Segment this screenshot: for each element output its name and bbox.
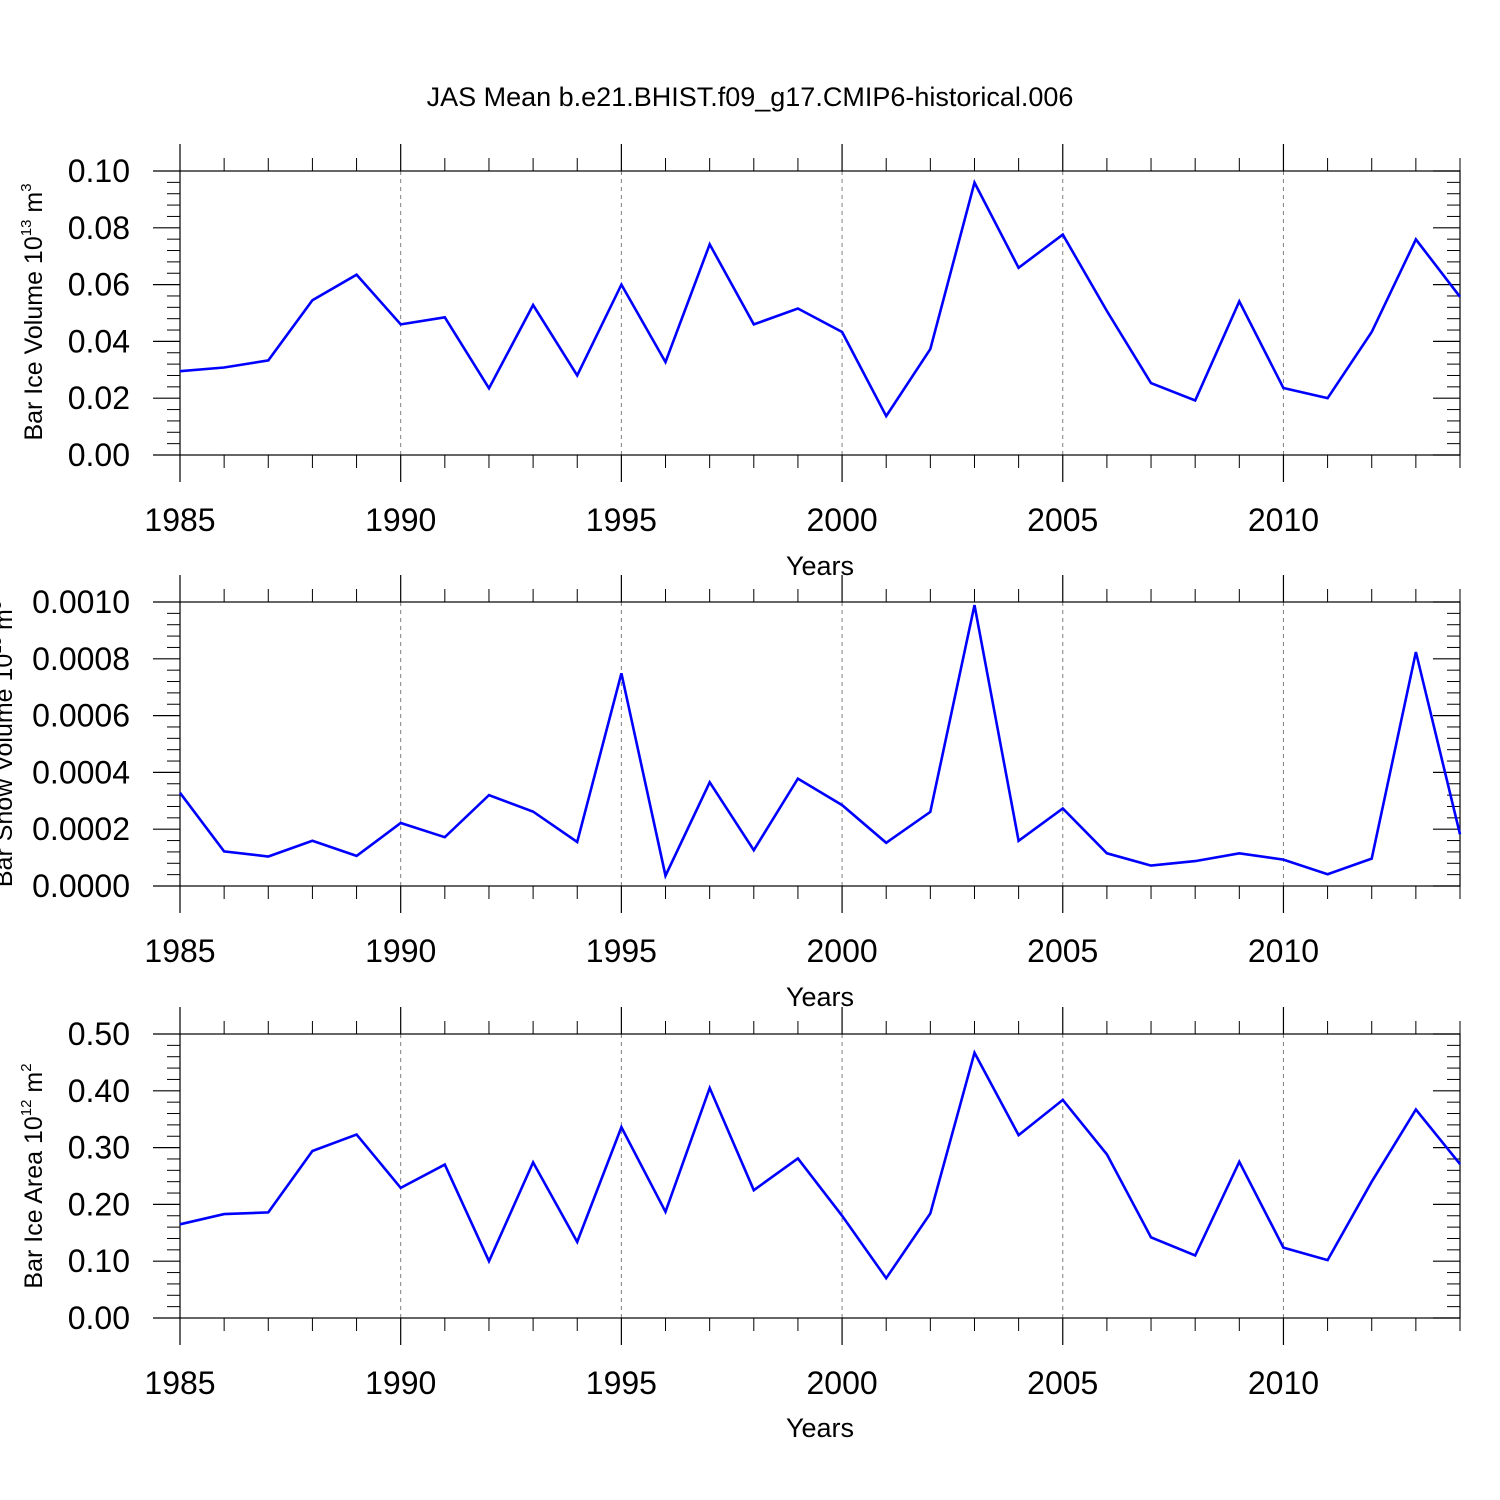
x-tick-label: 1985 <box>144 1365 215 1401</box>
x-axis-label: Years <box>786 551 854 581</box>
y-tick-label: 0.0002 <box>32 811 130 847</box>
y-tick-label: 0.0010 <box>32 584 130 620</box>
x-tick-label: 2005 <box>1027 933 1098 969</box>
x-tick-label: 1990 <box>365 1365 436 1401</box>
ylabel-unit-exponent: 2 <box>18 1063 35 1071</box>
x-tick-label: 2000 <box>806 933 877 969</box>
plot-frame <box>179 601 1461 887</box>
ylabel-unit: m <box>20 1072 48 1093</box>
series-line <box>179 1049 1462 1281</box>
y-tick-label: 0.50 <box>68 1016 130 1052</box>
y-axis-label: Bar Ice Volume 1013 m3 <box>18 183 48 440</box>
ylabel-unit-exponent: 3 <box>18 183 35 191</box>
plot-frame <box>179 1033 1461 1319</box>
y-tick-label: 0.10 <box>68 1243 130 1279</box>
y-axis-label: Bar Snow Volume 1013 m3 <box>0 601 18 887</box>
x-tick-label: 1995 <box>586 933 657 969</box>
ylabel-unit: m <box>0 609 18 630</box>
y-axis-label: Bar Ice Area 1012 m2 <box>18 1063 48 1288</box>
x-tick-label: 2000 <box>806 1365 877 1401</box>
y-tick-label: 0.10 <box>68 153 130 189</box>
ylabel-unit: m <box>20 192 48 213</box>
x-tick-label: 2010 <box>1248 933 1319 969</box>
y-tick-label: 0.0006 <box>32 698 130 734</box>
x-tick-label: 2000 <box>806 502 877 538</box>
y-tick-label: 0.20 <box>68 1186 130 1222</box>
ylabel-exponent: 12 <box>18 1100 35 1117</box>
ylabel-main: Bar Snow Volume 10 <box>0 654 18 887</box>
plot-frame <box>179 170 1461 456</box>
x-tick-label: 1985 <box>144 502 215 538</box>
ylabel-unit-exponent: 3 <box>0 601 5 609</box>
x-tick-label: 2005 <box>1027 1365 1098 1401</box>
y-tick-label: 0.04 <box>68 323 130 359</box>
y-tick-label: 0.0000 <box>32 868 130 904</box>
y-tick-label: 0.00 <box>68 1300 130 1336</box>
figure-title: JAS Mean b.e21.BHIST.f09_g17.CMIP6-histo… <box>427 82 1074 112</box>
x-tick-label: 2010 <box>1248 502 1319 538</box>
series-line <box>179 179 1462 419</box>
y-tick-label: 0.00 <box>68 437 130 473</box>
x-tick-label: 1995 <box>586 502 657 538</box>
y-tick-label: 0.0004 <box>32 754 130 790</box>
x-tick-label: 1995 <box>586 1365 657 1401</box>
x-tick-label: 1990 <box>365 502 436 538</box>
ylabel-main: Bar Ice Area 10 <box>20 1116 48 1288</box>
x-axis-label: Years <box>786 982 854 1012</box>
ylabel-main: Bar Ice Volume 10 <box>20 236 48 440</box>
y-tick-label: 0.0008 <box>32 641 130 677</box>
x-tick-label: 1985 <box>144 933 215 969</box>
ylabel-exponent: 13 <box>18 220 35 237</box>
panel-ice-area: Bar Ice Area 1012 m2 Years 1985 1990 1995 2… <box>18 1007 1462 1443</box>
y-tick-label: 0.02 <box>68 380 130 416</box>
ylabel-exponent: 13 <box>0 637 5 654</box>
series-line <box>178 604 1462 880</box>
x-tick-label: 1990 <box>365 933 436 969</box>
panel-snow-volume: Bar Snow Volume 1013 m3 Years 1985 1990 19… <box>0 575 1462 1012</box>
x-tick-label: 2005 <box>1027 502 1098 538</box>
y-tick-label: 0.30 <box>68 1130 130 1166</box>
y-tick-label: 0.08 <box>68 210 130 246</box>
y-tick-label: 0.06 <box>68 267 130 303</box>
x-tick-label: 2010 <box>1248 1365 1319 1401</box>
y-tick-label: 0.40 <box>68 1073 130 1109</box>
x-axis-label: Years <box>786 1413 854 1443</box>
panel-ice-volume: Bar Ice Volume 1013 m3 Years 1985 1990 199… <box>18 144 1462 581</box>
